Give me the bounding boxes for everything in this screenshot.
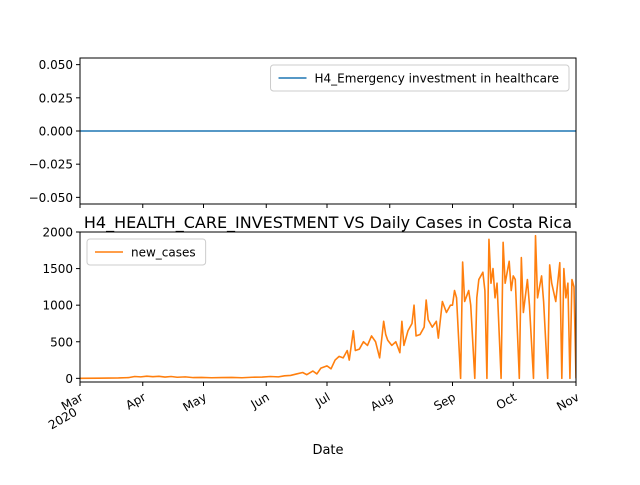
y-tick-label: −0.025: [29, 158, 73, 172]
y-tick-label: 500: [50, 335, 73, 349]
x-tick-label: Jun: [248, 390, 272, 412]
x-tick-label: Nov: [554, 390, 581, 414]
y-tick-label: −0.050: [29, 191, 73, 205]
y-tick-label: 0.050: [39, 58, 73, 72]
x-tick-label: Oct: [494, 390, 519, 413]
y-tick-label: 0.000: [39, 125, 73, 139]
legend-box: [270, 64, 570, 92]
legend-label: new_cases: [131, 246, 196, 260]
x-tick-label: Sep: [431, 390, 458, 413]
legend: new_cases: [86, 238, 207, 266]
axes-frame: [79, 57, 577, 205]
subplot-1: 0.050 0.025 0.000 −0.025 −0.050 H4_Emergency …: [29, 57, 577, 208]
legend: H4_Emergency investment in healthcare: [270, 64, 570, 92]
x-axis-label: Date: [312, 443, 343, 458]
y-tick-label: 1500: [42, 262, 73, 276]
subplot-2: H4_HEALTH_CARE_INVESTMENT VS Daily Cases…: [42, 213, 581, 458]
y-tick-label: 0.025: [39, 91, 73, 105]
x-tick-label: Apr: [123, 390, 148, 413]
series-line-new_cases: [80, 234, 576, 380]
axes-frame: [79, 231, 577, 383]
legend-box: [86, 238, 207, 266]
y-tick-label: 2000: [42, 226, 73, 240]
x-tick-label: May: [181, 390, 209, 415]
legend-label: H4_Emergency investment in healthcare: [315, 72, 559, 86]
x-tick-label: Aug: [368, 390, 395, 414]
chart-title: H4_HEALTH_CARE_INVESTMENT VS Daily Cases…: [84, 213, 572, 233]
y-tick-label: 0: [65, 372, 73, 386]
x-tick-label: Jul: [312, 390, 332, 410]
y-tick-label: 1000: [42, 299, 73, 313]
